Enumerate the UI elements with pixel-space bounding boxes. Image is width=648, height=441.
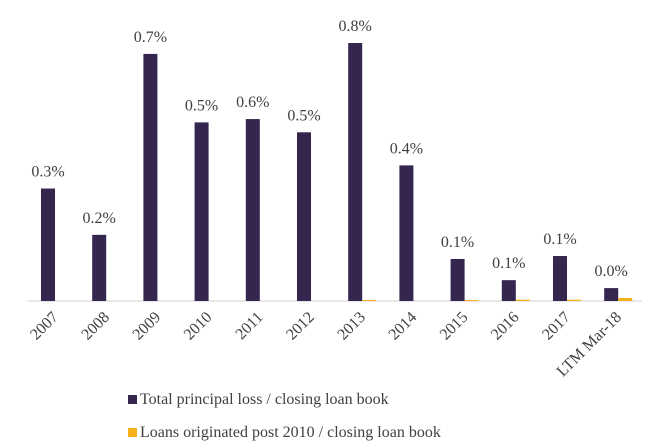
x-tick-label: 2016	[488, 309, 523, 344]
bar	[362, 300, 377, 301]
data-label: 0.3%	[31, 164, 64, 181]
bar	[553, 256, 567, 301]
bar	[450, 258, 465, 301]
bar	[567, 299, 581, 301]
data-label: 0.2%	[83, 210, 116, 227]
bar	[92, 234, 107, 301]
x-tick-label: 2008	[78, 309, 113, 344]
bar	[194, 122, 209, 301]
legend-swatch	[128, 395, 137, 404]
data-label: 0.0%	[595, 263, 628, 280]
data-label: 0.5%	[287, 107, 320, 124]
data-label: 0.1%	[441, 234, 474, 251]
legend-label: Loans originated post 2010 / closing loa…	[140, 424, 441, 441]
bar	[618, 298, 633, 301]
legend-label: Total principal loss / closing loan book	[140, 391, 389, 408]
bar	[143, 53, 158, 301]
legend-swatch	[128, 428, 137, 437]
data-label: 0.4%	[390, 140, 423, 157]
x-tick-label: 2015	[437, 309, 472, 344]
data-label: 0.8%	[339, 18, 372, 35]
bar	[515, 299, 530, 301]
data-label: 0.1%	[543, 231, 576, 248]
data-label: 0.6%	[236, 94, 269, 111]
x-tick-label: 2007	[27, 309, 62, 344]
bar	[399, 165, 414, 301]
bar	[245, 119, 260, 301]
x-tick-label: 2009	[130, 309, 165, 344]
data-label: 0.1%	[492, 255, 525, 272]
x-tick-label: 2014	[386, 309, 421, 344]
x-tick-label: 2010	[181, 309, 216, 344]
x-tick-label: 2013	[334, 309, 369, 344]
x-tick-label: 2012	[283, 309, 318, 344]
data-label: 0.7%	[134, 29, 167, 46]
x-tick-label: 2011	[232, 309, 266, 343]
bar	[501, 280, 516, 301]
bar	[464, 300, 479, 301]
bar	[348, 43, 363, 301]
x-tick-label: 2017	[539, 309, 574, 344]
bar	[41, 188, 55, 301]
data-label: 0.5%	[185, 97, 218, 114]
bar	[297, 132, 311, 301]
bar	[604, 288, 619, 301]
